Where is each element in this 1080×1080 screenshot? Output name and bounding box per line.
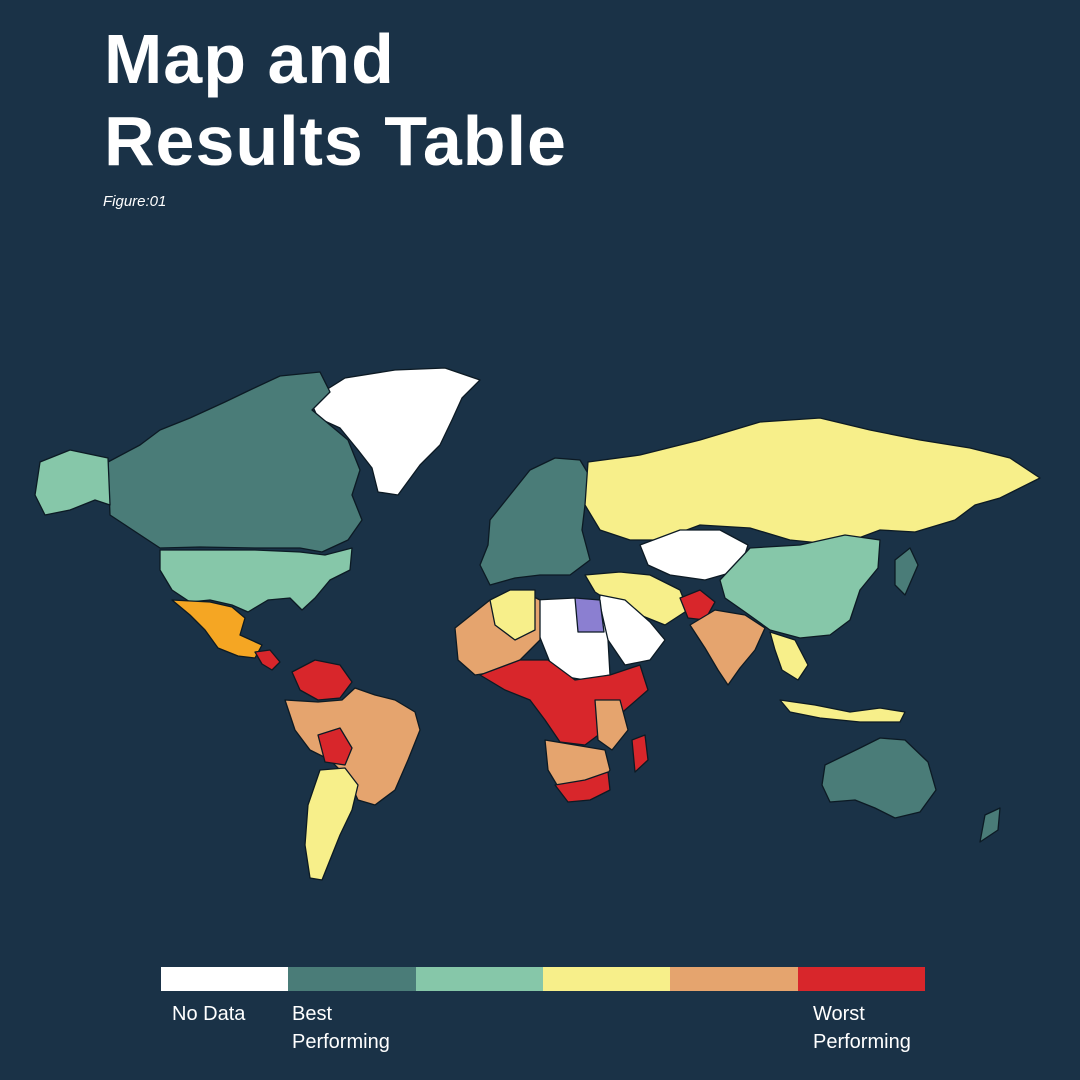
legend-swatch-best	[288, 967, 416, 991]
region-bolivia	[317, 727, 353, 766]
region-south-africa	[554, 771, 611, 803]
title-line-1: Map and	[104, 20, 395, 98]
region-se-asia	[769, 631, 809, 681]
legend-label-no-data: No Data	[172, 1003, 246, 1025]
legend-swatch-worst	[797, 967, 925, 991]
legend-swatch-good	[415, 967, 543, 991]
region-greenland	[309, 367, 481, 496]
region-venezuela-colombia	[291, 659, 353, 701]
region-china	[719, 534, 881, 639]
legend-label-worst: Worst Performing	[813, 1003, 911, 1053]
region-canada	[107, 371, 363, 553]
legend-swatch-no-data	[161, 967, 289, 991]
region-japan	[894, 547, 919, 596]
region-usa	[159, 547, 353, 613]
region-india	[689, 609, 766, 686]
legend-swatch-poor	[670, 967, 798, 991]
region-argentina-chile	[304, 767, 359, 881]
region-russia	[584, 417, 1041, 546]
region-alaska	[34, 449, 111, 516]
legend-swatch-middle	[542, 967, 671, 991]
region-new-zealand	[979, 807, 1001, 843]
page-title: Map and Results Table	[104, 18, 567, 182]
region-indonesia	[779, 699, 906, 723]
title-line-2: Results Table	[104, 102, 567, 180]
legend-color-bar	[161, 967, 925, 991]
region-egypt	[574, 597, 605, 633]
region-algeria	[489, 589, 536, 641]
region-australia	[821, 737, 937, 819]
region-afghanistan	[679, 589, 716, 621]
region-madagascar	[631, 734, 649, 773]
figure-label: Figure:01	[103, 193, 167, 210]
region-east-africa	[594, 699, 629, 751]
legend-label-best: Best Performing	[292, 1003, 390, 1053]
region-europe	[479, 457, 593, 586]
region-central-america	[254, 649, 281, 671]
